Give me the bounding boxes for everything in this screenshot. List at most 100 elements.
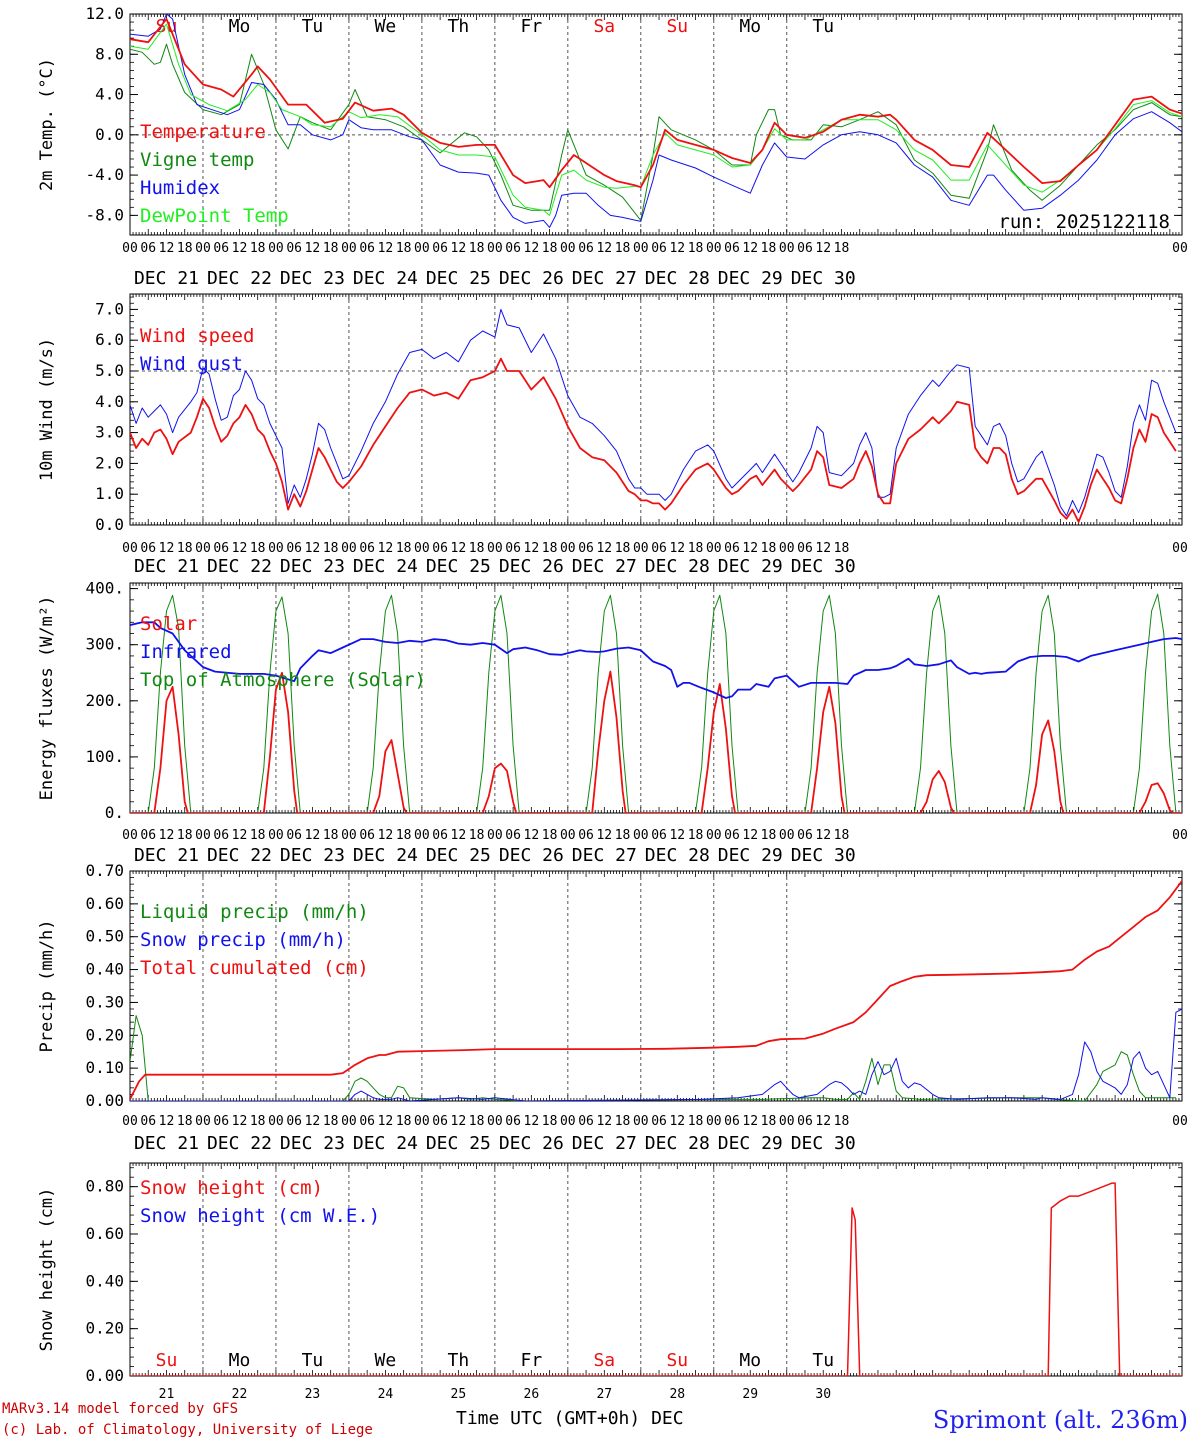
date-label: DEC 30 [791, 556, 856, 577]
hour-tick-label: 06 [286, 828, 302, 843]
day-number-label: 26 [524, 1387, 540, 1402]
legend-label: Humidex [140, 177, 220, 199]
hour-tick-label: 12 [378, 241, 394, 256]
hour-tick-label: 18 [250, 1114, 266, 1129]
y-tick-label: 0.00 [85, 1091, 124, 1110]
hour-tick-label: 06 [140, 1114, 156, 1129]
weekday-label: Su [666, 16, 688, 37]
y-tick-label: 12.0 [85, 4, 124, 23]
series-line-vigne-temp [130, 43, 1182, 221]
series-line-wind-speed [130, 357, 1177, 523]
date-label: DEC 28 [645, 845, 710, 866]
weekday-label: Mo [229, 16, 251, 37]
series-line-temperature [130, 18, 1182, 189]
hour-tick-label: 00 [706, 1114, 722, 1129]
y-tick-label: 0.60 [85, 894, 124, 913]
hour-tick-label: 06 [724, 241, 740, 256]
date-label: DEC 27 [572, 1133, 637, 1154]
hour-tick-label: 12 [669, 828, 685, 843]
date-label: DEC 29 [718, 268, 783, 289]
y-tick-label: 0.50 [85, 927, 124, 946]
hour-tick-label: 18 [761, 1114, 777, 1129]
panel-frame [129, 582, 1183, 814]
y-tick-label: 4.0 [95, 392, 124, 411]
hour-tick-label: 06 [432, 541, 448, 556]
hour-tick-label: 06 [578, 241, 594, 256]
hour-tick-label: 18 [469, 541, 485, 556]
day-number-label: 23 [305, 1387, 321, 1402]
hour-tick-label: 06 [578, 1114, 594, 1129]
panel-5: 0.00 0.20 0.40 0.60 0.80 Snow height (cm) Su Mo… [37, 1162, 1183, 1402]
date-label: DEC 27 [572, 845, 637, 866]
y-tick-label: 0.20 [85, 1025, 124, 1044]
date-label: DEC 22 [207, 556, 272, 577]
hour-tick-label: 00 [633, 1114, 649, 1129]
hour-tick-label: 12 [451, 828, 467, 843]
hour-tick-label: 00 [268, 241, 284, 256]
hour-tick-label: 18 [396, 828, 412, 843]
hour-tick-label: 18 [323, 541, 339, 556]
hour-tick-label: 12 [669, 1114, 685, 1129]
hour-tick-label: 18 [834, 241, 850, 256]
y-tick-label: 0.80 [85, 1177, 124, 1196]
series-line-total-cumulated-cm- [130, 880, 1182, 1100]
hour-tick-label: 06 [797, 541, 813, 556]
hour-tick-label: 00 [779, 1114, 795, 1129]
hour-tick-label: 12 [305, 241, 321, 256]
date-label: DEC 24 [353, 1133, 418, 1154]
weekday-label: Tu [812, 1350, 834, 1371]
hour-tick-label: 18 [396, 541, 412, 556]
y-tick-label: -4.0 [85, 165, 124, 184]
weekday-label: Mo [739, 16, 761, 37]
hour-tick-label: 00 [268, 541, 284, 556]
y-tick-label: 200. [85, 691, 124, 710]
hour-tick-label: 18 [542, 541, 558, 556]
hour-tick-label: 12 [159, 241, 175, 256]
hour-tick-label: 06 [651, 541, 667, 556]
y-tick-label: 2.0 [95, 453, 124, 472]
series-line-snow-precip-mm-h- [130, 1008, 1182, 1101]
hour-tick-label: 18 [396, 1114, 412, 1129]
series-line-wind-gust [130, 308, 1177, 517]
date-label: DEC 24 [353, 845, 418, 866]
hour-tick-label: 12 [305, 541, 321, 556]
y-tick-label: 0.20 [85, 1319, 124, 1338]
hour-tick-label: 00 [268, 828, 284, 843]
hour-tick-label: 12 [815, 541, 831, 556]
hour-tick-label: 00 [341, 241, 357, 256]
hour-tick-label: 06 [286, 1114, 302, 1129]
legend-label: Snow precip (mm/h) [140, 929, 346, 951]
hour-tick-label: 12 [159, 541, 175, 556]
hour-tick-label: 12 [232, 828, 248, 843]
date-label: DEC 22 [207, 268, 272, 289]
hour-tick-label: 00 [779, 241, 795, 256]
hour-tick-label: 06 [359, 1114, 375, 1129]
hour-tick-label: 06 [797, 1114, 813, 1129]
legend-label: Snow height (cm) [140, 1177, 323, 1199]
weekday-label: Su [666, 1350, 688, 1371]
hour-tick-label: 12 [596, 1114, 612, 1129]
hour-tick-label: 18 [542, 828, 558, 843]
hour-tick-label: 12 [524, 828, 540, 843]
hour-tick-label: 00 [706, 541, 722, 556]
y-axis-label: Precip (mm/h) [37, 919, 57, 1052]
date-label: DEC 21 [134, 556, 199, 577]
legend-label: Solar [140, 613, 197, 635]
hour-tick-label: 12 [815, 828, 831, 843]
hour-tick-label: 00 [487, 828, 503, 843]
hour-tick-label: 00 [633, 828, 649, 843]
weekday-label: Fr [520, 1350, 542, 1371]
hour-tick-label: 06 [578, 541, 594, 556]
hour-tick-label: 18 [177, 828, 193, 843]
hour-tick-label: 06 [651, 241, 667, 256]
day-number-label: 27 [596, 1387, 612, 1402]
date-label: DEC 29 [718, 845, 783, 866]
hour-tick-label: 12 [815, 1114, 831, 1129]
weekday-label: Tu [302, 16, 324, 37]
hour-tick-label: 00 [779, 828, 795, 843]
date-label: DEC 25 [426, 845, 491, 866]
date-label: DEC 25 [426, 268, 491, 289]
hour-tick-label: 00 [414, 241, 430, 256]
weekday-label: Mo [229, 1350, 251, 1371]
hour-tick-label: 18 [396, 241, 412, 256]
